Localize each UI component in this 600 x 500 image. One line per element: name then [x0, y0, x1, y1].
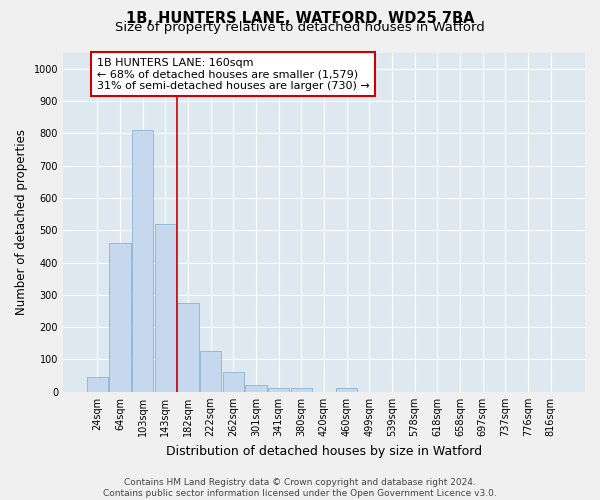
Bar — [290, 388, 312, 392]
X-axis label: Distribution of detached houses by size in Watford: Distribution of detached houses by size … — [166, 444, 482, 458]
Text: 1B HUNTERS LANE: 160sqm
← 68% of detached houses are smaller (1,579)
31% of semi: 1B HUNTERS LANE: 160sqm ← 68% of detache… — [97, 58, 370, 91]
Bar — [336, 388, 358, 392]
Bar — [223, 372, 244, 392]
Bar — [177, 303, 199, 392]
Y-axis label: Number of detached properties: Number of detached properties — [15, 129, 28, 315]
Bar — [132, 130, 154, 392]
Bar — [268, 388, 289, 392]
Text: Size of property relative to detached houses in Watford: Size of property relative to detached ho… — [115, 21, 485, 34]
Bar — [155, 224, 176, 392]
Text: 1B, HUNTERS LANE, WATFORD, WD25 7BA: 1B, HUNTERS LANE, WATFORD, WD25 7BA — [126, 11, 474, 26]
Bar — [200, 352, 221, 392]
Bar — [109, 243, 131, 392]
Text: Contains HM Land Registry data © Crown copyright and database right 2024.
Contai: Contains HM Land Registry data © Crown c… — [103, 478, 497, 498]
Bar — [245, 384, 267, 392]
Bar — [86, 378, 108, 392]
